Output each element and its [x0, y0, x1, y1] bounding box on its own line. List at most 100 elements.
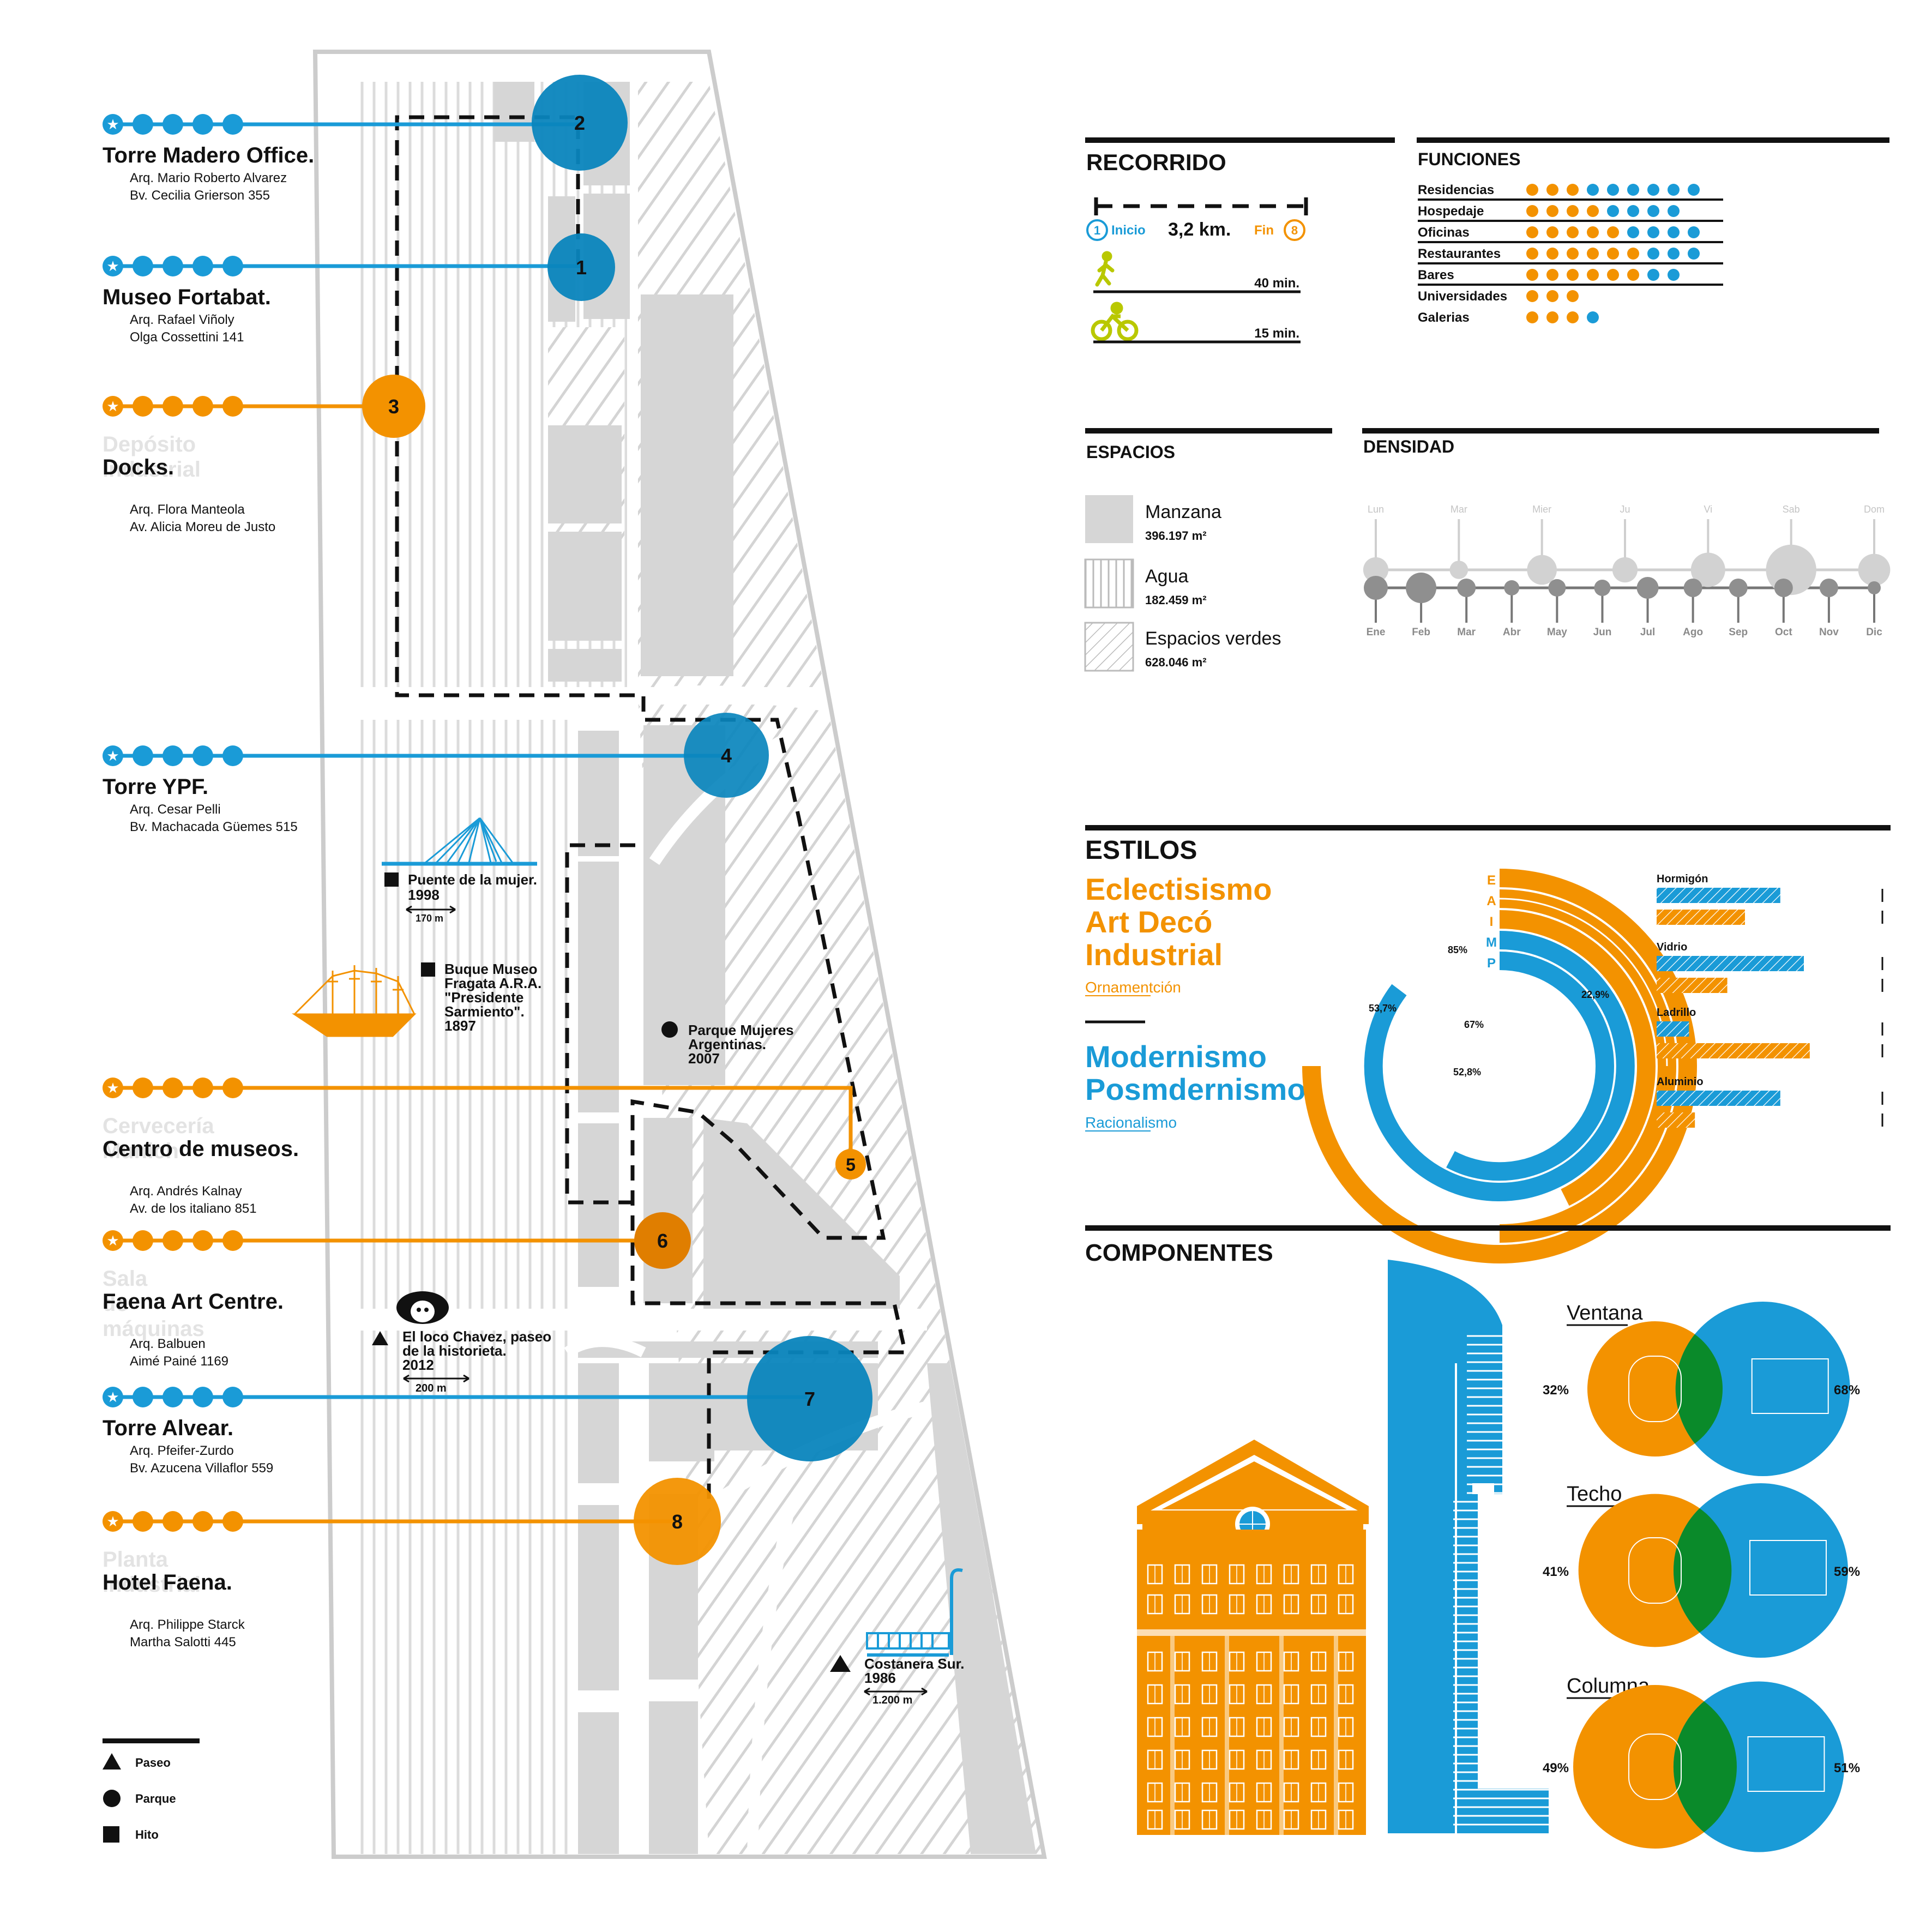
svg-text:Oct: Oct — [1775, 627, 1792, 638]
style-blue-1: Posmdernismo — [1085, 1072, 1306, 1106]
bead-icon — [133, 1511, 153, 1532]
estilos-rule — [1085, 825, 1891, 830]
landmark-item[interactable]: ★ Torre YPF. Arq. Cesar Pelli Bv. Machacada… — [103, 745, 298, 834]
material-label: Hormigón — [1657, 873, 1708, 885]
month-bubble: Abr — [1503, 580, 1521, 638]
historic-building-icon — [1137, 1440, 1369, 1835]
bead-icon — [162, 396, 183, 417]
former-use-label: máquinas — [103, 1317, 204, 1341]
funcion-dot — [1668, 226, 1680, 238]
ring-pct-1: 53,7% — [1369, 1003, 1397, 1014]
landmark-item[interactable]: ★ Torre Madero Office. Arq. Mario Roberto … — [103, 114, 314, 203]
funcion-label: Hospedaje — [1418, 204, 1484, 219]
day-bubble: Sab — [1766, 504, 1816, 595]
landmark-address: Bv. Cecilia Grierson 355 — [130, 188, 270, 203]
svg-text:Mar: Mar — [1450, 504, 1467, 515]
marker-5[interactable]: 5 — [835, 1149, 866, 1179]
venn-title: Techo — [1567, 1483, 1622, 1506]
hito-square-icon — [384, 872, 399, 887]
bead-icon — [162, 1078, 183, 1098]
bead-icon — [133, 1230, 153, 1251]
marker-3[interactable]: 3 — [362, 375, 425, 438]
landmark-name: Torre Madero Office. — [103, 143, 314, 167]
funcion-dot — [1688, 184, 1700, 196]
buque-line2: Fragata A.R.A. — [444, 975, 541, 991]
funcion-dot — [1526, 311, 1538, 323]
marker-6[interactable]: 6 — [634, 1212, 691, 1269]
landmark-item[interactable]: ★ Museo Fortabat. Arq. Rafael Viñoly Olga C… — [103, 256, 271, 345]
svg-text:Jun: Jun — [1593, 627, 1612, 638]
parque-line1: Parque Mujeres — [688, 1022, 794, 1038]
bead-icon — [162, 114, 183, 135]
landmark-list: ★ Torre Madero Office. Arq. Mario Roberto … — [103, 114, 314, 1650]
venn-blue-circle — [1675, 1302, 1850, 1476]
landmark-item[interactable]: ★ Torre Alvear. Arq. Pfeifer-Zurdo Bv. Azuc… — [103, 1387, 273, 1476]
month-bubble: Jun — [1593, 580, 1612, 638]
marker-7[interactable]: 7 — [747, 1336, 872, 1461]
venn-overlap — [1675, 1334, 1723, 1444]
recorrido-walk: 40 min. — [1254, 276, 1299, 291]
former-use-label: Sala — [103, 1267, 148, 1291]
bench-lamp-icon — [866, 1568, 963, 1657]
paseo-triangle-icon — [103, 1753, 121, 1770]
month-bubble: Oct — [1774, 579, 1793, 638]
ring-letter-a: A — [1486, 894, 1496, 908]
building-windows — [1147, 1564, 1354, 1835]
start-circle-icon — [1086, 219, 1108, 241]
tower-lines — [1453, 1335, 1573, 1833]
bead-icon — [222, 396, 243, 417]
marker-2[interactable]: 2 — [532, 75, 628, 171]
landmark-name: Centro de museos. — [103, 1137, 299, 1161]
landmark-name: Torre Alvear. — [103, 1416, 233, 1440]
bead-icon — [192, 1387, 213, 1407]
material-bar-blue — [1657, 956, 1804, 971]
material-bar-orange — [1657, 978, 1728, 993]
landmark-address: Bv. Machacada Güemes 515 — [130, 820, 298, 834]
funcion-dot — [1526, 184, 1538, 196]
ring-letter-e: E — [1487, 873, 1496, 888]
funcion-dot — [1688, 248, 1700, 260]
material-bar-orange — [1657, 910, 1745, 925]
bead-icon — [222, 1078, 243, 1098]
svg-text:Jul: Jul — [1640, 627, 1655, 638]
style-orange-sub: Ornamentción — [1085, 979, 1181, 996]
marker-5-label: 5 — [846, 1155, 856, 1175]
svg-text:Ene: Ene — [1367, 627, 1386, 638]
densidad-panel: DENSIDAD Lun Mar Mier Ju Vi Sab Dom Ene Feb Mar A… — [1362, 428, 1891, 638]
landmark-name: Hotel Faena. — [103, 1570, 232, 1594]
parque-dot-icon — [661, 1021, 678, 1038]
landmark-address: Aimé Painé 1169 — [130, 1354, 228, 1369]
styles-ring-chart: E A I M P 85% 53,7% 67% 22,9% 52,8% — [1302, 869, 1697, 1263]
espacios-value-0: 396.197 m² — [1145, 529, 1207, 543]
svg-text:★: ★ — [106, 748, 119, 764]
costanera-sur: Costanera Sur. 1986 1.200 m — [830, 1568, 965, 1706]
distance-arrow-icon — [864, 1687, 928, 1696]
funcion-label: Residencias — [1418, 183, 1494, 197]
marker-1[interactable]: 1 — [547, 233, 615, 301]
bridge-icon — [382, 817, 537, 866]
svg-text:★: ★ — [106, 1389, 119, 1405]
ring-pct-2: 67% — [1464, 1019, 1484, 1030]
componentes-title: COMPONENTES — [1085, 1239, 1273, 1266]
marker-4[interactable]: 4 — [684, 713, 769, 798]
materials-bars: Hormigón Vidrio Ladrillo Aluminio — [1657, 873, 1883, 1128]
funcion-dot — [1546, 226, 1558, 238]
marker-8-label: 8 — [672, 1510, 683, 1533]
venn-orange-pct: 49% — [1543, 1761, 1569, 1775]
funcion-dot — [1567, 248, 1579, 260]
marker-8[interactable]: 8 — [634, 1478, 721, 1565]
landmark-address: Martha Salotti 445 — [130, 1635, 236, 1650]
landmark-architect: Arq. Rafael Viñoly — [130, 312, 234, 327]
landmark-architect: Arq. Philippe Starck — [130, 1617, 245, 1632]
marker-2-label: 2 — [574, 112, 585, 134]
marker-1-label: 1 — [576, 256, 587, 279]
venn-overlap — [1673, 1701, 1737, 1833]
ring-i — [1499, 910, 1656, 1206]
material-bar-blue — [1657, 1021, 1689, 1037]
